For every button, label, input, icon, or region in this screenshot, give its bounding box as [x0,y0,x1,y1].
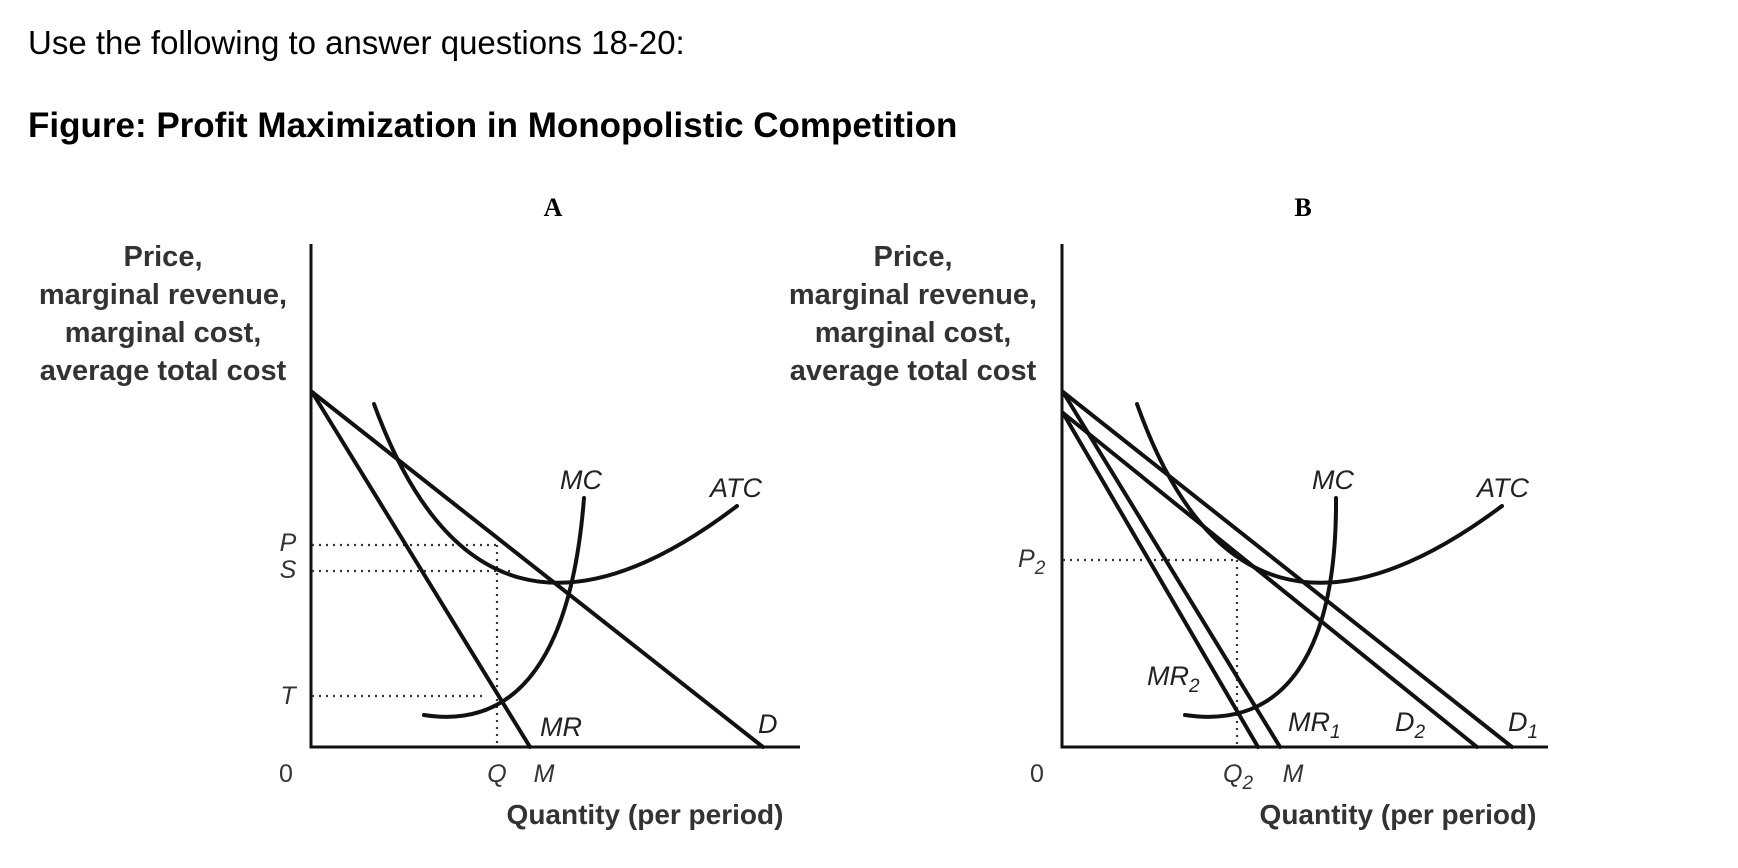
panel-b-ylabel-line-4: average total cost [790,355,1037,387]
panel-b-mr-2-curve [1061,411,1260,749]
panel-a-ylabel-line-3: marginal cost, [65,317,262,349]
panel-b-mr-2-label: MR2 [1147,661,1200,697]
panel-b-mr-1-curve [1061,390,1282,749]
panel-a-y-axis-label: Price, marginal revenue, marginal cost, … [39,241,287,387]
panel-a-mr-label: MR [540,712,582,742]
panel-b-ylabel-line-2: marginal revenue, [789,279,1037,311]
panel-b-qty-q2-sub: 2 [1241,773,1253,794]
panel-b-atc-curve [1135,402,1504,585]
panel-a-price-s: S [280,556,297,584]
panel-b-demand-1-label: D1 [1508,707,1538,743]
figure-title: Figure: Profit Maximization in Monopolis… [28,106,958,145]
intro-text: Use the following to answer questions 18… [28,24,685,61]
panel-a-axes [309,244,800,749]
panel-b-mr-2-label-sub: 2 [1188,676,1200,697]
panel-b-price-p2: P2 [1018,545,1046,579]
panel-b-demand-2-label: D2 [1395,707,1426,743]
panel-b-demand-2-label-main: D [1395,707,1415,737]
panel-a: A Price, marginal revenue, marginal cost… [39,193,800,830]
panel-b-axes [1060,244,1548,749]
panel-b-mc-label: MC [1312,465,1354,495]
panel-b-letter: B [1294,193,1311,222]
panel-a-x-axis-label: Quantity (per period) [507,799,784,830]
panel-a-origin: 0 [279,760,293,788]
panel-b-demand-1-curve [1061,390,1514,749]
panel-b-mr-1-label-sub: 1 [1330,722,1341,743]
panel-b-ylabel-line-1: Price, [874,241,953,273]
panel-a-price-t: T [280,682,297,710]
panel-b-mc-curve [1183,496,1339,719]
panel-b-demand-2-curve [1061,411,1479,749]
panel-b: B Price, marginal revenue, marginal cost… [789,193,1548,830]
panel-a-mc-curve [422,496,586,719]
panel-a-qty-m: M [534,760,555,788]
panel-a-demand-curve [310,390,765,749]
panel-b-y-axis-label: Price, marginal revenue, marginal cost, … [789,241,1037,387]
panel-b-demand-2-label-sub: 2 [1414,722,1426,743]
panel-a-atc-curve [372,402,739,585]
panel-a-ylabel-line-1: Price, [124,241,203,273]
panel-b-demand-1-label-sub: 1 [1528,722,1539,743]
panel-b-x-axis-label: Quantity (per period) [1260,799,1537,830]
panel-b-mr-1-label: MR1 [1288,707,1341,743]
panel-b-ylabel-line-3: marginal cost, [815,317,1012,349]
panel-b-demand-1-label-main: D [1508,707,1528,737]
panel-b-price-p2-sub: 2 [1034,558,1046,579]
panel-b-mr-1-label-main: MR [1288,707,1330,737]
panel-a-ylabel-line-2: marginal revenue, [39,279,287,311]
panel-b-price-p2-main: P [1018,545,1035,573]
panel-b-origin: 0 [1030,760,1044,788]
panel-a-mc-label: MC [560,465,602,495]
panel-b-mr-2-label-main: MR [1147,661,1189,691]
panel-b-qty-m: M [1283,760,1304,788]
panel-a-ylabel-line-4: average total cost [40,355,287,387]
panel-a-qty-q: Q [487,760,506,788]
panel-a-mr-curve [310,390,532,749]
panel-a-demand-label: D [758,709,778,739]
panel-a-price-p: P [280,529,297,557]
panel-b-qty-q2-main: Q [1223,760,1242,788]
panel-a-letter: A [544,193,563,222]
panel-a-atc-label: ATC [708,473,762,503]
panel-b-atc-label: ATC [1475,473,1529,503]
panel-b-qty-q2: Q2 [1223,760,1253,794]
